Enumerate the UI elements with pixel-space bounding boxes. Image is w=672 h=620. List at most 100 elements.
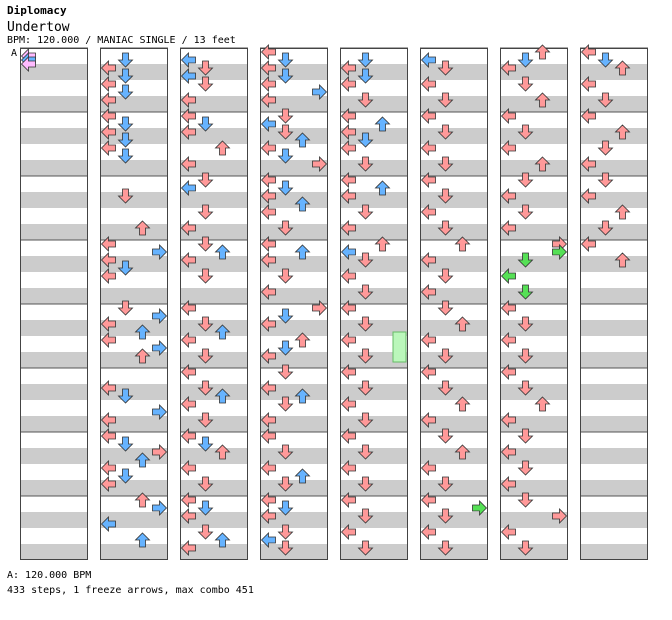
step-arrow xyxy=(214,244,231,260)
step-arrow xyxy=(357,444,374,460)
step-arrow xyxy=(152,500,168,516)
step-arrow xyxy=(100,236,116,252)
beat-stripe xyxy=(180,160,248,176)
beat-stripe xyxy=(420,288,488,304)
step-arrow xyxy=(117,468,134,484)
step-arrow xyxy=(517,492,534,508)
step-arrow xyxy=(437,156,454,172)
step-arrow xyxy=(197,316,214,332)
step-arrow xyxy=(437,220,454,236)
beat-stripe xyxy=(260,416,328,432)
step-arrow xyxy=(374,180,391,196)
step-arrow xyxy=(180,124,196,140)
step-arrow xyxy=(534,92,551,108)
step-arrow xyxy=(277,68,294,84)
beat-stripe xyxy=(420,96,488,112)
beat-stripe xyxy=(420,480,488,496)
step-arrow xyxy=(197,500,214,516)
beat-stripe xyxy=(420,224,488,240)
beat-stripe xyxy=(260,160,328,176)
step-arrow xyxy=(180,52,196,68)
beat-stripe xyxy=(260,128,328,144)
song-title: Undertow xyxy=(7,20,70,35)
beat-stripe xyxy=(100,192,168,208)
beat-stripe xyxy=(180,512,248,528)
step-arrow xyxy=(357,540,374,556)
step-arrow xyxy=(420,140,436,156)
step-arrow xyxy=(100,140,116,156)
beat-stripe xyxy=(420,384,488,400)
step-arrow xyxy=(152,340,168,356)
beat-stripe xyxy=(340,288,408,304)
step-arrow xyxy=(117,68,134,84)
step-arrow xyxy=(277,308,294,324)
beat-stripe xyxy=(340,160,408,176)
step-arrow xyxy=(214,140,231,156)
step-arrow xyxy=(500,60,516,76)
step-arrow xyxy=(420,460,436,476)
step-arrow xyxy=(134,348,151,364)
chart-column-border xyxy=(340,48,408,560)
beat-stripe xyxy=(340,480,408,496)
step-arrow xyxy=(517,428,534,444)
beat-stripe xyxy=(20,480,88,496)
beat-stripe xyxy=(100,128,168,144)
beat-stripe xyxy=(340,416,408,432)
beat-stripe xyxy=(580,224,648,240)
step-arrow xyxy=(357,380,374,396)
beat-stripe xyxy=(100,544,168,560)
beat-stripe xyxy=(20,384,88,400)
step-arrow xyxy=(517,52,534,68)
step-arrow xyxy=(420,332,436,348)
beat-stripe xyxy=(580,96,648,112)
step-arrow xyxy=(420,252,436,268)
beat-stripe xyxy=(500,288,568,304)
step-arrow xyxy=(100,380,116,396)
beat-stripe xyxy=(420,416,488,432)
beat-stripe xyxy=(180,64,248,80)
beat-stripe xyxy=(580,192,648,208)
step-arrow xyxy=(552,508,568,524)
beat-stripe xyxy=(500,416,568,432)
step-arrow xyxy=(100,412,116,428)
step-arrow xyxy=(100,76,116,92)
step-arrow xyxy=(100,332,116,348)
step-arrow xyxy=(260,60,276,76)
step-arrow xyxy=(357,348,374,364)
step-arrow xyxy=(152,404,168,420)
step-arrow xyxy=(340,124,356,140)
step-arrow xyxy=(357,252,374,268)
step-arrow xyxy=(340,188,356,204)
step-arrow xyxy=(277,148,294,164)
step-arrow xyxy=(357,156,374,172)
beat-stripe xyxy=(420,512,488,528)
beat-stripe xyxy=(420,544,488,560)
step-arrow xyxy=(277,220,294,236)
step-arrow xyxy=(580,236,596,252)
step-arrow xyxy=(180,92,196,108)
step-arrow xyxy=(100,124,116,140)
beat-stripe xyxy=(340,384,408,400)
step-arrow xyxy=(517,284,534,300)
step-arrow xyxy=(180,156,196,172)
step-arrow xyxy=(152,308,168,324)
step-arrow xyxy=(180,460,196,476)
step-arrow xyxy=(340,428,356,444)
step-arrow xyxy=(152,244,168,260)
beat-stripe xyxy=(340,512,408,528)
step-arrow xyxy=(180,252,196,268)
step-arrow xyxy=(597,52,614,68)
beat-stripe xyxy=(100,288,168,304)
step-arrow xyxy=(260,412,276,428)
beat-stripe xyxy=(100,160,168,176)
beat-stripe xyxy=(500,256,568,272)
step-arrow xyxy=(437,268,454,284)
step-arrow xyxy=(517,316,534,332)
step-arrow xyxy=(117,116,134,132)
step-arrow xyxy=(117,148,134,164)
step-arrow xyxy=(180,108,196,124)
beat-stripe xyxy=(180,192,248,208)
step-arrow xyxy=(180,300,196,316)
beat-stripe xyxy=(580,384,648,400)
beat-stripe xyxy=(500,448,568,464)
